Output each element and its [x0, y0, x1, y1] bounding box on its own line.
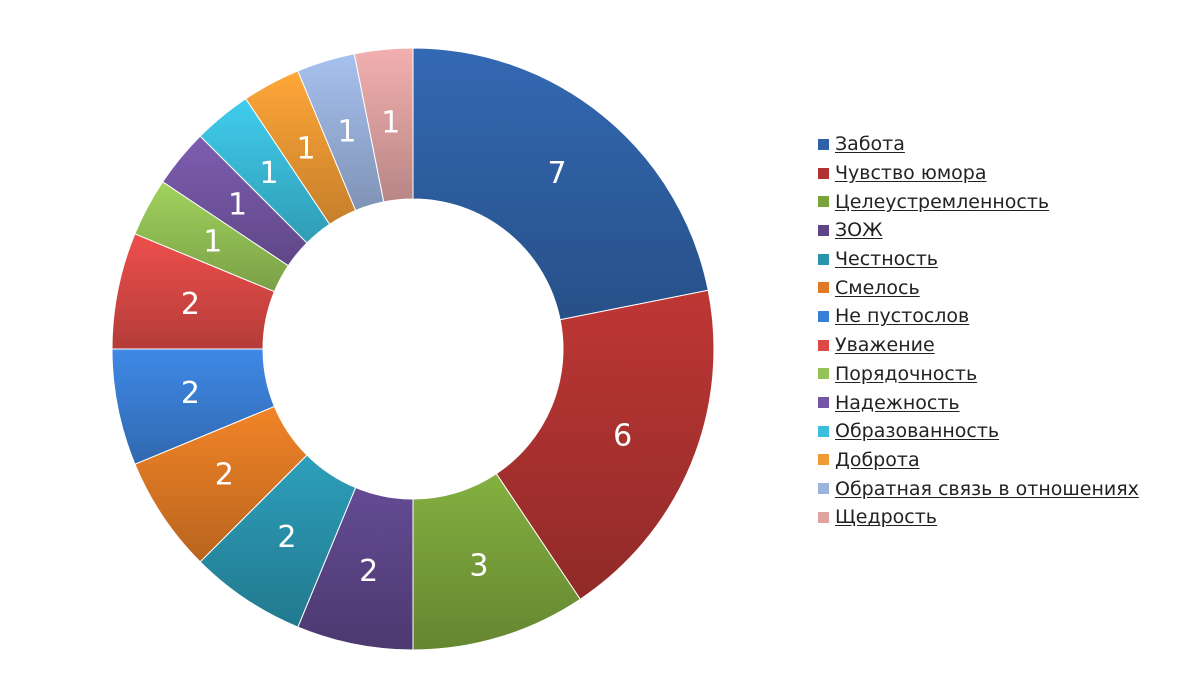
legend-item-5: Честность	[818, 245, 1139, 274]
slice-label-13: 1	[338, 114, 357, 149]
legend-label-2: Чувство юмора	[835, 162, 987, 185]
slice-label-10: 1	[228, 187, 247, 222]
legend-item-11: Образованность	[818, 417, 1139, 446]
legend-swatch-3	[818, 196, 829, 208]
legend-item-8: Уважение	[818, 331, 1139, 360]
legend-label-13: Обратная связь в отношениях	[835, 477, 1139, 500]
legend-swatch-7	[818, 310, 829, 322]
slice-label-3: 3	[469, 549, 488, 584]
legend-item-10: Надежность	[818, 388, 1139, 417]
legend-label-3: Целеустремленность	[835, 190, 1050, 213]
legend: Забота Чувство юмора Целеустремленность ЗОЖ…	[818, 130, 1139, 532]
legend-label-12: Доброта	[835, 448, 920, 471]
legend-swatch-2	[818, 167, 829, 179]
legend-swatch-9	[818, 368, 829, 380]
slice-label-1: 7	[547, 156, 566, 191]
legend-item-1: Забота	[818, 130, 1139, 159]
slice-14	[353, 47, 414, 203]
slice-label-5: 2	[277, 520, 296, 555]
legend-label-11: Образованность	[835, 420, 1000, 443]
legend-label-14: Щедрость	[835, 506, 938, 529]
legend-label-1: Забота	[835, 133, 905, 156]
legend-label-4: ЗОЖ	[835, 219, 883, 242]
legend-swatch-10	[818, 397, 829, 409]
slice-label-14: 1	[381, 106, 400, 141]
legend-swatch-14	[818, 511, 829, 523]
slice-label-6: 2	[215, 458, 234, 493]
legend-label-6: Смелось	[835, 276, 920, 299]
legend-item-13: Обратная связь в отношениях	[818, 474, 1139, 503]
legend-swatch-11	[818, 425, 829, 437]
legend-item-2: Чувство юмора	[818, 159, 1139, 188]
legend-label-9: Порядочность	[835, 362, 978, 385]
legend-item-12: Доброта	[818, 446, 1139, 475]
legend-label-5: Честность	[835, 248, 938, 271]
legend-label-7: Не пустослов	[835, 305, 970, 328]
legend-swatch-1	[818, 138, 829, 150]
legend-swatch-4	[818, 224, 829, 236]
legend-swatch-6	[818, 282, 829, 294]
legend-label-8: Уважение	[835, 334, 935, 357]
legend-swatch-13	[818, 483, 829, 495]
legend-swatch-12	[818, 454, 829, 466]
legend-item-4: ЗОЖ	[818, 216, 1139, 245]
slice-label-2: 6	[613, 418, 632, 453]
slice-label-8: 2	[181, 287, 200, 322]
slice-2	[495, 289, 715, 600]
slice-label-4: 2	[359, 554, 378, 589]
legend-item-3: Целеустремленность	[818, 187, 1139, 216]
legend-item-7: Не пустослов	[818, 302, 1139, 331]
slice-label-9: 1	[203, 224, 222, 259]
legend-item-14: Щедрость	[818, 503, 1139, 532]
slice-1	[412, 47, 709, 321]
slice-label-12: 1	[296, 131, 315, 166]
legend-item-9: Порядочность	[818, 360, 1139, 389]
legend-swatch-5	[818, 253, 829, 265]
legend-item-6: Смелось	[818, 273, 1139, 302]
slice-label-11: 1	[259, 156, 278, 191]
legend-label-10: Надежность	[835, 391, 960, 414]
legend-swatch-8	[818, 339, 829, 351]
slice-label-7: 2	[181, 376, 200, 411]
